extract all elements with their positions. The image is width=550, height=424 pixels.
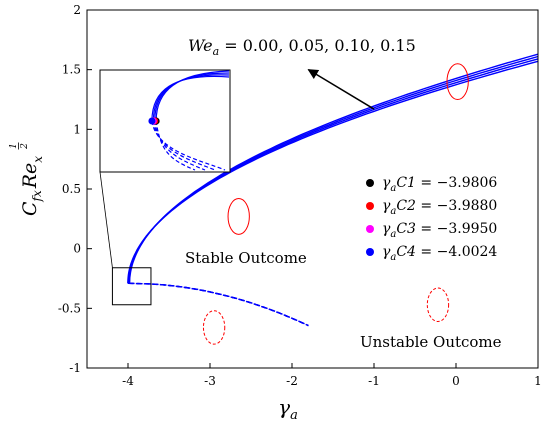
arrow-shaft	[307, 69, 375, 110]
legend: γaC1 = −3.9806 γaC2 = −3.9880 γaC3 = −3.99…	[366, 175, 497, 263]
inset-unstable-curve	[152, 120, 216, 171]
legend-marker-c4	[366, 248, 374, 256]
svg-text:CfxRex: CfxRex	[19, 156, 45, 216]
y-tick-label: -1	[69, 361, 81, 375]
region-ellipses	[202, 63, 469, 345]
y-tick-label: 1.5	[62, 63, 81, 77]
stable-region-ellipse	[227, 198, 250, 235]
inset-unstable-curve	[151, 120, 226, 171]
increase-arrow	[307, 69, 375, 110]
series-line-unstable-1	[129, 282, 309, 327]
legend-marker-c3	[366, 225, 374, 233]
we-annotation: Wea = 0.00, 0.05, 0.10, 0.15	[188, 36, 416, 58]
x-axis-ticks: -4 -3 -2 -1 0 1	[122, 363, 542, 388]
unstable-region-ellipse	[426, 287, 450, 322]
inset-stable-curve	[151, 75, 230, 121]
legend-marker-c2	[366, 202, 374, 210]
y-tick-label: 1	[73, 122, 81, 136]
zoom-box	[111, 267, 152, 306]
legend-marker-c1	[366, 179, 374, 187]
series-line-unstable-4	[127, 282, 309, 327]
stable-outcome-label: Stable Outcome	[185, 249, 307, 267]
x-tick-label: 0	[452, 374, 460, 388]
x-axis-label: γa	[278, 395, 298, 423]
inset-stable-curve	[155, 70, 230, 121]
y-tick-label: 0.5	[62, 182, 81, 196]
series-line-unstable-2	[128, 282, 309, 327]
x-tick-label: 1	[534, 374, 542, 388]
inset-turning-point-c4	[148, 117, 156, 125]
x-tick-label: -1	[368, 374, 380, 388]
y-axis-ticks: -1 -0.5 0 0.5 1 1.5 2	[58, 3, 92, 375]
inset-frame	[99, 69, 231, 173]
svg-text:2: 2	[20, 143, 30, 150]
y-tick-label: 2	[73, 3, 81, 17]
legend-entry-c2: γaC2 = −3.9880	[382, 198, 497, 217]
x-tick-label: -3	[204, 374, 216, 388]
legend-entry-c3: γaC3 = −3.9950	[382, 221, 497, 240]
stable-region-ellipse	[446, 63, 469, 100]
inset-stable-curve	[152, 74, 230, 121]
inset-unstable-curve	[155, 120, 196, 171]
inset-stable-curve	[154, 72, 230, 121]
zoom-connector	[99, 171, 113, 268]
inset-unstable-curve	[154, 120, 206, 171]
x-tick-label: -4	[122, 374, 134, 388]
unstable-region-ellipse	[202, 310, 226, 345]
zoom-indicator	[99, 171, 152, 306]
y-axis-label: CfxRex 1 2	[9, 142, 45, 216]
legend-entry-c4: γaC4 = −4.0024	[382, 244, 497, 263]
x-tick-label: -2	[286, 374, 298, 388]
unstable-outcome-label: Unstable Outcome	[360, 333, 502, 351]
svg-text:1: 1	[9, 143, 19, 149]
legend-entry-c1: γaC1 = −3.9806	[382, 175, 497, 194]
inset-plot	[99, 69, 231, 173]
y-tick-label: 0	[73, 242, 81, 256]
y-tick-label: -0.5	[58, 301, 81, 315]
series-line-unstable-3	[128, 282, 309, 327]
